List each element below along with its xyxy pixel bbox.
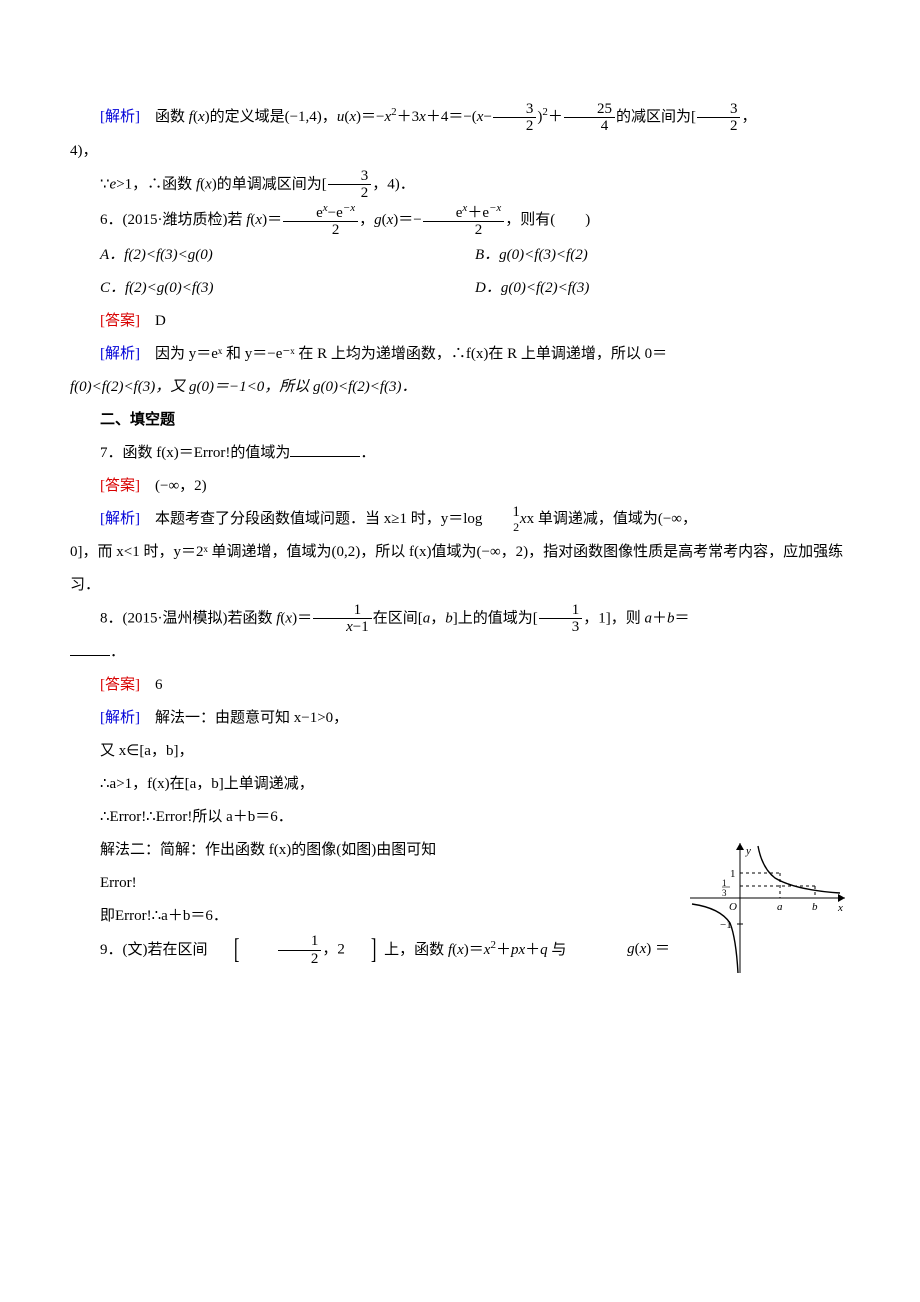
- frac-25-4: 254: [564, 101, 615, 135]
- frac-3-2b: 32: [697, 101, 741, 135]
- q8-m2: 又 x∈[a，b]，: [70, 735, 850, 768]
- q5-analysis: [解析] 函数 f(x)的定义域是(−1,4)，u(x)＝−x2＋3x＋4＝−(…: [70, 100, 850, 135]
- analysis-label: [解析]: [100, 710, 140, 726]
- analysis-label: [解析]: [100, 109, 140, 125]
- q6-optB: B．g(0)<f(3)<f(2): [475, 247, 588, 263]
- q7-stem: 7．函数 f(x)＝Error!的值域为．: [70, 437, 850, 470]
- q5-line3: ∵e>1，∴函数 f(x)的单调减区间为[32，4)．: [70, 168, 850, 202]
- frac-exex2: ex＋e−x2: [423, 202, 505, 239]
- svg-text:y: y: [745, 845, 751, 857]
- hyperbola-graph-icon: y x O 1 1 3 a b −1: [680, 838, 850, 978]
- frac-3-2: 32: [493, 101, 537, 135]
- q8-m3: ∴a>1，f(x)在[a，b]上单调递减，: [70, 768, 850, 801]
- blank-fill: [290, 445, 360, 457]
- q7-analysis: [解析] 本题考查了分段函数值域问题．当 x≥1 时，y＝log12xx 单调递…: [70, 503, 850, 536]
- analysis-label: [解析]: [100, 346, 140, 362]
- svg-text:b: b: [812, 901, 818, 913]
- interval-half-two: [12，2]: [208, 933, 385, 967]
- q6-optA: A．f(2)<f(3)<g(0): [100, 247, 213, 263]
- q8-m1: [解析] 解法一：由题意可知 x−1>0，: [70, 702, 850, 735]
- tiny-blank: [70, 651, 110, 656]
- q6-options-row1: A．f(2)<f(3)<g(0) B．g(0)<f(3)<f(2): [100, 239, 850, 272]
- svg-text:x: x: [837, 902, 843, 914]
- svg-text:1: 1: [730, 868, 736, 880]
- log-half: 12: [482, 504, 520, 534]
- frac-1-x-1: 1x−1: [313, 602, 372, 636]
- q6-analysis: [解析] 因为 y＝eˣ 和 y＝−e⁻ˣ 在 R 上均为递增函数，∴f(x)在…: [70, 338, 850, 371]
- q5-cont: 4)，: [70, 135, 850, 168]
- answer-label: [答案]: [100, 677, 140, 693]
- q6-answer: [答案] D: [70, 305, 850, 338]
- answer-label: [答案]: [100, 478, 140, 494]
- frac-1-3: 13: [539, 602, 583, 636]
- svg-text:1: 1: [722, 878, 727, 888]
- analysis-label: [解析]: [100, 511, 140, 527]
- svg-text:O: O: [729, 901, 737, 913]
- q6-optD: D．g(0)<f(2)<f(3): [475, 280, 589, 296]
- q6-analysis-2: f(0)<f(2)<f(3)，又 g(0)＝−1<0，所以 g(0)<f(2)<…: [70, 371, 850, 404]
- svg-text:3: 3: [722, 888, 727, 898]
- svg-text:−1: −1: [720, 919, 732, 931]
- frac-exex: ex−e−x2: [283, 202, 358, 239]
- q7-answer: [答案] (−∞，2): [70, 470, 850, 503]
- q8-m4: ∴Error!∴Error!所以 a＋b＝6．: [70, 801, 850, 834]
- q8-stem: 8．(2015·温州模拟)若函数 f(x)＝1x−1在区间[a，b]上的值域为[…: [70, 602, 850, 636]
- q8-stem-blank: ．: [70, 636, 850, 669]
- q6-stem: 6．(2015·潍坊质检)若 f(x)＝ex−e−x2，g(x)＝−ex＋e−x…: [70, 202, 850, 239]
- svg-text:a: a: [777, 901, 783, 913]
- q6-optC: C．f(2)<g(0)<f(3): [100, 280, 214, 296]
- section-2-heading: 二、填空题: [70, 404, 850, 437]
- q9-stem: 9．(文)若在区间[12，2]上，函数 f(x)＝x2＋px＋q 与 g(x) …: [70, 933, 670, 968]
- q7-analysis-2: 0]，而 x<1 时，y＝2ˣ 单调递增，值域为(0,2)，所以 f(x)值域为…: [70, 536, 850, 602]
- answer-label: [答案]: [100, 313, 140, 329]
- q8-figure: y x O 1 1 3 a b −1: [680, 838, 850, 978]
- frac-3-2c: 32: [328, 168, 372, 202]
- q8-answer: [答案] 6: [70, 669, 850, 702]
- q6-options-row2: C．f(2)<g(0)<f(3) D．g(0)<f(2)<f(3): [100, 272, 850, 305]
